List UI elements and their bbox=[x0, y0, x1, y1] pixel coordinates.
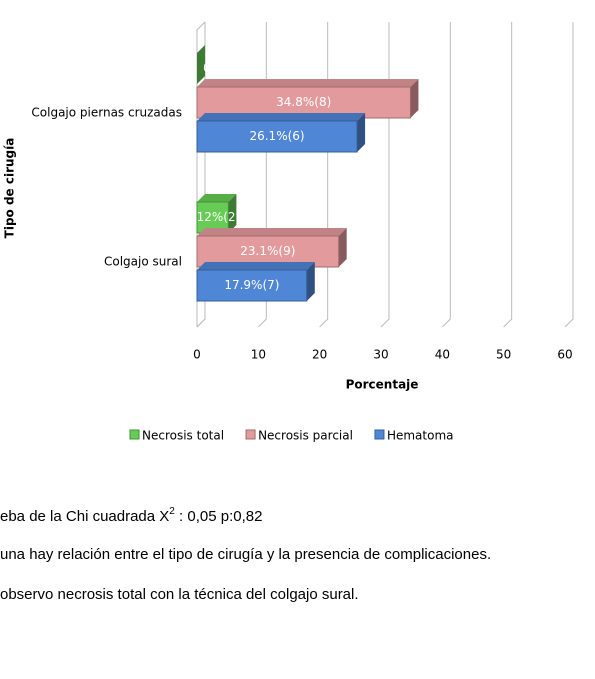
bar-top bbox=[197, 194, 237, 202]
bar bbox=[196, 269, 308, 302]
note-text: observo necrosis total con la técnica de… bbox=[0, 586, 359, 603]
bar-group bbox=[196, 113, 366, 153]
category-label: Colgajo sural bbox=[104, 255, 182, 269]
x-tick-label: 0 bbox=[193, 348, 201, 362]
bar-group bbox=[196, 228, 347, 268]
legend-label: Necrosis parcial bbox=[258, 429, 353, 443]
note-text: eba de la Chi cuadrada X bbox=[0, 508, 169, 525]
value-label: 5.12%(2) bbox=[185, 210, 240, 224]
category-label: Colgajo piernas cruzadas bbox=[31, 106, 182, 120]
bar-top bbox=[197, 262, 315, 270]
bar bbox=[196, 120, 358, 153]
x-axis-title: Porcentaje bbox=[346, 378, 419, 392]
x-tick-label: 20 bbox=[312, 348, 327, 362]
grid-line bbox=[319, 22, 329, 328]
grid-line bbox=[441, 22, 451, 328]
note-text: : 0,05 p:0,82 bbox=[175, 508, 263, 525]
legend-swatch bbox=[374, 429, 385, 440]
x-tick-label: 50 bbox=[496, 348, 511, 362]
value-label: 17.9%(7) bbox=[224, 278, 279, 292]
bar-side bbox=[410, 79, 419, 118]
bar-group bbox=[196, 262, 315, 302]
note-line: una hay relación entre el tipo de cirugí… bbox=[0, 546, 491, 563]
bar bbox=[196, 86, 411, 119]
bar-side bbox=[228, 194, 237, 233]
bar-side bbox=[338, 228, 347, 267]
bar-side bbox=[357, 113, 366, 152]
bar-top bbox=[197, 79, 419, 87]
bar-side bbox=[197, 45, 205, 84]
grid-line bbox=[564, 22, 574, 328]
x-tick-label: 10 bbox=[251, 348, 266, 362]
grid-line bbox=[503, 22, 513, 328]
y-axis-title: Tipo de cirugía bbox=[3, 138, 17, 239]
bar-side bbox=[306, 262, 315, 301]
value-label: 0 bbox=[203, 61, 211, 75]
legend-swatch bbox=[129, 429, 140, 440]
legend-label: Necrosis total bbox=[142, 429, 224, 443]
grid-line bbox=[380, 22, 390, 328]
x-tick-label: 40 bbox=[435, 348, 450, 362]
bar-top bbox=[197, 113, 366, 121]
value-label: 26.1%(6) bbox=[249, 129, 304, 143]
bar-top bbox=[197, 228, 347, 236]
note-text: una hay relación entre el tipo de cirugí… bbox=[0, 546, 491, 563]
note-line: observo necrosis total con la técnica de… bbox=[0, 586, 359, 603]
value-label: 23.1%(9) bbox=[240, 244, 295, 258]
legend-swatch bbox=[245, 429, 256, 440]
legend-label: Hematoma bbox=[387, 429, 454, 443]
note-line: eba de la Chi cuadrada X2 : 0,05 p:0,82 bbox=[0, 506, 262, 525]
bar-group bbox=[197, 45, 205, 84]
value-label: 34.8%(8) bbox=[276, 95, 331, 109]
x-tick-label: 30 bbox=[373, 348, 388, 362]
x-tick-label: 60 bbox=[557, 348, 572, 362]
bar-group bbox=[196, 79, 419, 119]
note-text: 2 bbox=[169, 506, 175, 517]
